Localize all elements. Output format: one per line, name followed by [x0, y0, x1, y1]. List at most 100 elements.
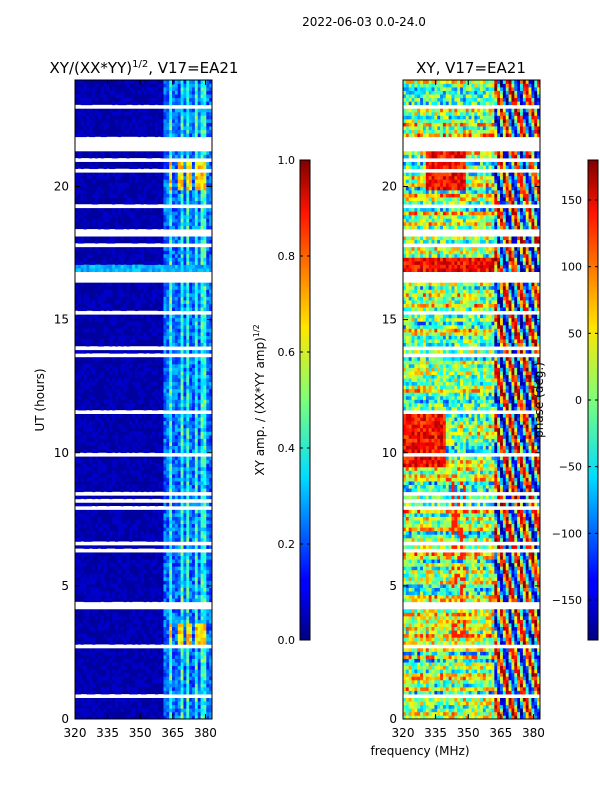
amp-cell [200, 264, 204, 269]
amp-cell [177, 317, 181, 322]
amp-cell [166, 466, 170, 471]
amp-cell [137, 701, 141, 706]
amp-cell [163, 182, 167, 187]
amp-cell [123, 456, 127, 461]
amp-cell [123, 264, 127, 269]
amp-cell [197, 367, 201, 372]
amp-cell [149, 261, 153, 265]
amp-cell [92, 580, 96, 585]
amp-cell [203, 413, 207, 418]
amp-cell [192, 190, 196, 194]
amp-cell [197, 484, 201, 489]
amp-cell [192, 218, 196, 223]
amp-cell [169, 648, 173, 652]
amp-cell [117, 80, 121, 84]
amp-cell [92, 268, 96, 272]
amp-cell [112, 573, 116, 578]
amp-cell [203, 640, 207, 645]
phase-cell [437, 715, 441, 720]
amp-cell [166, 445, 170, 450]
amp-cell [89, 339, 93, 343]
amp-cell [189, 175, 193, 180]
amp-cell [200, 317, 204, 322]
amp-cell [194, 704, 199, 709]
amp-cell [166, 566, 170, 571]
amp-cell [206, 218, 210, 223]
amp-cell [183, 715, 187, 720]
amp-cell [152, 314, 156, 319]
amp-cell [209, 94, 213, 99]
amp-gap-row [75, 310, 212, 315]
amp-cell [200, 293, 204, 297]
phase-cell [431, 704, 435, 709]
amp-cell [192, 711, 196, 716]
amp-cell [100, 87, 104, 91]
amp-cell [163, 672, 167, 677]
amp-cell [132, 349, 136, 354]
phase-cell [491, 701, 495, 706]
amp-cell [134, 239, 139, 244]
amp-cell [180, 388, 184, 393]
amp-cell [103, 133, 107, 138]
phase-cell [480, 701, 484, 706]
amp-cell [194, 502, 199, 507]
amp-cell [117, 190, 121, 194]
amp-cell [126, 445, 130, 450]
amp-cell [134, 651, 139, 656]
amp-cell [206, 154, 210, 159]
amp-cell [203, 687, 207, 691]
phase-cell [474, 715, 478, 720]
amp-cell [94, 481, 99, 485]
amp-cell [120, 509, 124, 514]
phase-cell [403, 708, 407, 713]
amp-cell [166, 619, 170, 624]
amp-gap-row [75, 491, 212, 496]
amp-cell [126, 438, 130, 443]
amp-cell [200, 328, 204, 333]
amp-cell [97, 648, 101, 652]
amp-cell [186, 580, 190, 585]
amp-cell [183, 577, 187, 581]
amp-cell [172, 367, 176, 372]
amp-cell [103, 122, 107, 127]
phase-cell [448, 687, 452, 691]
amp-cell [174, 395, 179, 400]
amp-cell [192, 569, 196, 574]
amp-cell [172, 261, 176, 265]
phase-cell [474, 697, 478, 702]
amp-cell [134, 122, 139, 127]
amp-cell [134, 385, 139, 390]
amp-cell [129, 626, 133, 631]
amp-cell [186, 360, 190, 365]
amp-cell [112, 154, 116, 159]
amp-cell [89, 484, 93, 489]
amp-cell [183, 175, 187, 180]
amp-cell [106, 214, 110, 219]
amp-cell [209, 495, 213, 500]
amp-cell [180, 640, 184, 645]
amp-cell [166, 481, 170, 485]
amp-cell [200, 552, 204, 556]
phase-cell [403, 687, 407, 691]
amp-cell [203, 495, 207, 500]
phase-cell [451, 687, 455, 691]
amp-cell [83, 683, 87, 688]
amp-cell [123, 356, 127, 361]
amp-cell [157, 218, 161, 223]
amp-cell [154, 477, 159, 482]
amp-cell [154, 552, 159, 556]
amp-cell [200, 378, 204, 383]
phase-cell [420, 690, 424, 695]
amp-cell [154, 261, 159, 265]
amp-cell [192, 640, 196, 645]
amp-cell [189, 193, 193, 198]
amp-cell [200, 587, 204, 592]
amp-cell [172, 268, 176, 272]
amp-cell [77, 111, 81, 116]
phase-cell [422, 708, 427, 713]
amp-cell [120, 94, 124, 99]
amp-cell [137, 90, 141, 95]
phase-cell [465, 701, 469, 706]
amp-cell [169, 324, 173, 329]
amp-cell [163, 285, 167, 290]
